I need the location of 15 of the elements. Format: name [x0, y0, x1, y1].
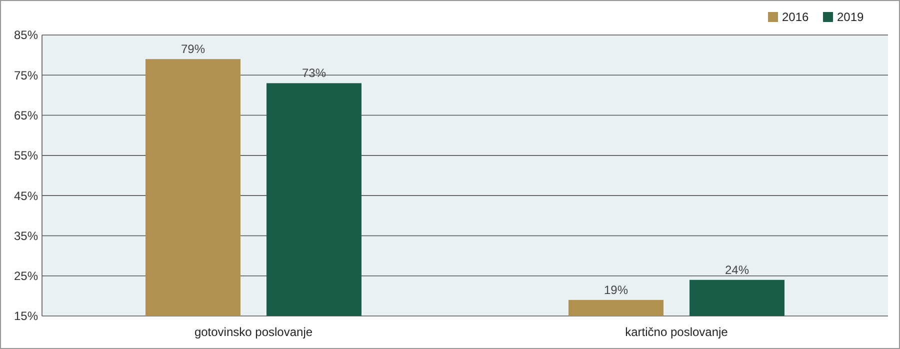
x-tick-label: kartično poslovanje — [625, 325, 728, 339]
y-tick-label: 35% — [14, 228, 38, 243]
y-tick-label: 15% — [14, 309, 38, 324]
y-tick-label: 55% — [14, 148, 38, 163]
y-tick-label: 45% — [14, 188, 38, 203]
data-label: 24% — [724, 262, 750, 277]
legend-label: 2016 — [782, 10, 810, 24]
data-label: 79% — [180, 42, 206, 56]
y-tick-label: 25% — [14, 269, 38, 284]
data-label: 19% — [604, 282, 628, 297]
y-tick-label: 75% — [14, 68, 38, 82]
y-tick-label: 65% — [14, 108, 38, 122]
x-tick-label: gotovinsko poslovanje — [194, 325, 313, 339]
y-tick-label: 85% — [14, 28, 38, 42]
legend-label: 2019 — [837, 10, 864, 24]
